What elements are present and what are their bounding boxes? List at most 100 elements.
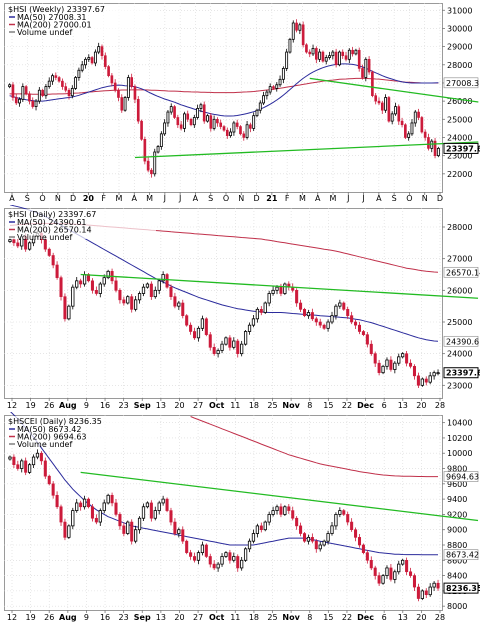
candle-body-down xyxy=(16,464,20,469)
y-tick-label: 25000 xyxy=(447,318,472,327)
y-tick-label: 9600 xyxy=(447,480,467,489)
candle-body-down xyxy=(28,93,31,102)
candle xyxy=(401,352,405,359)
candle-body-down xyxy=(173,521,177,534)
candle xyxy=(405,557,409,576)
candle xyxy=(251,315,256,328)
y-tick-label: 9800 xyxy=(447,465,467,474)
candle xyxy=(163,119,167,136)
candle-body-down xyxy=(321,51,325,62)
candle-body-up xyxy=(338,302,342,307)
candle-body-down xyxy=(222,126,226,131)
candle xyxy=(98,281,102,298)
candle-body-up xyxy=(251,318,256,326)
candle xyxy=(342,509,346,516)
candle-body-down xyxy=(369,343,373,354)
candle xyxy=(224,551,228,559)
price-tag-box xyxy=(443,471,479,482)
candle xyxy=(310,533,314,544)
candle xyxy=(285,48,289,72)
candle-body-down xyxy=(361,331,365,335)
candle xyxy=(384,94,388,113)
candle xyxy=(177,300,181,310)
trendline xyxy=(80,273,479,299)
candle-body-down xyxy=(287,506,291,511)
x-tick-label: 18 xyxy=(249,401,259,410)
last-price-tag: 8236.35 xyxy=(443,582,480,594)
candle xyxy=(373,565,377,580)
candle-body-up xyxy=(37,89,41,102)
legend-label: Volume undef xyxy=(17,28,72,37)
x-tick-label: 11 xyxy=(230,613,240,622)
candle xyxy=(70,85,74,99)
candle xyxy=(361,64,364,80)
candle-body-down xyxy=(314,540,318,550)
trendline xyxy=(309,77,479,103)
candle xyxy=(186,110,190,122)
candle xyxy=(208,553,212,568)
candle xyxy=(247,538,252,553)
candle-body-up xyxy=(8,239,12,242)
candle xyxy=(126,295,130,305)
y-tick-label: 30000 xyxy=(447,24,472,33)
candle xyxy=(212,115,216,131)
candle-body-up xyxy=(35,452,40,458)
candle-body-down xyxy=(208,556,212,565)
plot-frame xyxy=(4,3,443,193)
x-tick-label: A xyxy=(132,194,138,203)
x-tick-label: D xyxy=(70,194,76,203)
candle-body-up xyxy=(436,372,440,375)
candle xyxy=(212,560,216,571)
x-tick-label: Dec xyxy=(357,401,374,410)
x-tick-label: O xyxy=(39,194,45,203)
x-tick-label: 13 xyxy=(398,613,408,622)
candle xyxy=(367,56,371,75)
candle-body-down xyxy=(169,510,173,523)
candle xyxy=(338,299,342,309)
candle xyxy=(24,457,28,476)
candle-body-down xyxy=(416,586,420,599)
candle xyxy=(409,567,413,578)
candle-body-down xyxy=(118,514,122,527)
candle-body-up xyxy=(199,104,203,109)
candle-body-down xyxy=(367,59,371,73)
candle-body-up xyxy=(177,529,181,534)
candle xyxy=(262,91,265,106)
candle xyxy=(84,57,87,69)
chart-title: $HSI (Daily) 23397.67 xyxy=(8,210,96,219)
x-tick-label: 22 xyxy=(342,401,352,410)
candle xyxy=(389,564,393,582)
candle xyxy=(156,145,160,154)
legend-label: MA(50) 24390.61 xyxy=(17,218,87,227)
candle-body-down xyxy=(302,309,307,316)
candle-body-down xyxy=(371,71,374,96)
x-tick-label: 13 xyxy=(156,401,166,410)
candle-body-down xyxy=(387,97,391,122)
candle-body-up xyxy=(21,86,25,100)
candle-body-up xyxy=(258,102,262,111)
candle-body-down xyxy=(373,353,377,364)
candle-body-up xyxy=(163,122,167,135)
candle xyxy=(179,120,183,131)
candle xyxy=(361,543,365,555)
candle xyxy=(79,278,83,288)
x-tick-label: 20 xyxy=(174,613,184,622)
candle-body-down xyxy=(259,309,263,313)
x-tick-label: 28 xyxy=(435,401,445,410)
candle-body-up xyxy=(326,321,330,329)
candle-body-up xyxy=(134,529,138,542)
candle xyxy=(202,101,206,124)
candle-body-up xyxy=(245,124,249,138)
candle xyxy=(134,525,138,544)
candle xyxy=(39,451,43,465)
candle xyxy=(390,111,394,125)
candle-body-down xyxy=(302,533,307,542)
candle xyxy=(436,146,440,158)
candle xyxy=(410,119,414,136)
candle xyxy=(87,54,91,62)
candle xyxy=(27,241,32,251)
candle-body-up xyxy=(397,356,401,364)
legend-label: MA(50) 27008.31 xyxy=(17,13,87,22)
candle xyxy=(114,499,118,517)
